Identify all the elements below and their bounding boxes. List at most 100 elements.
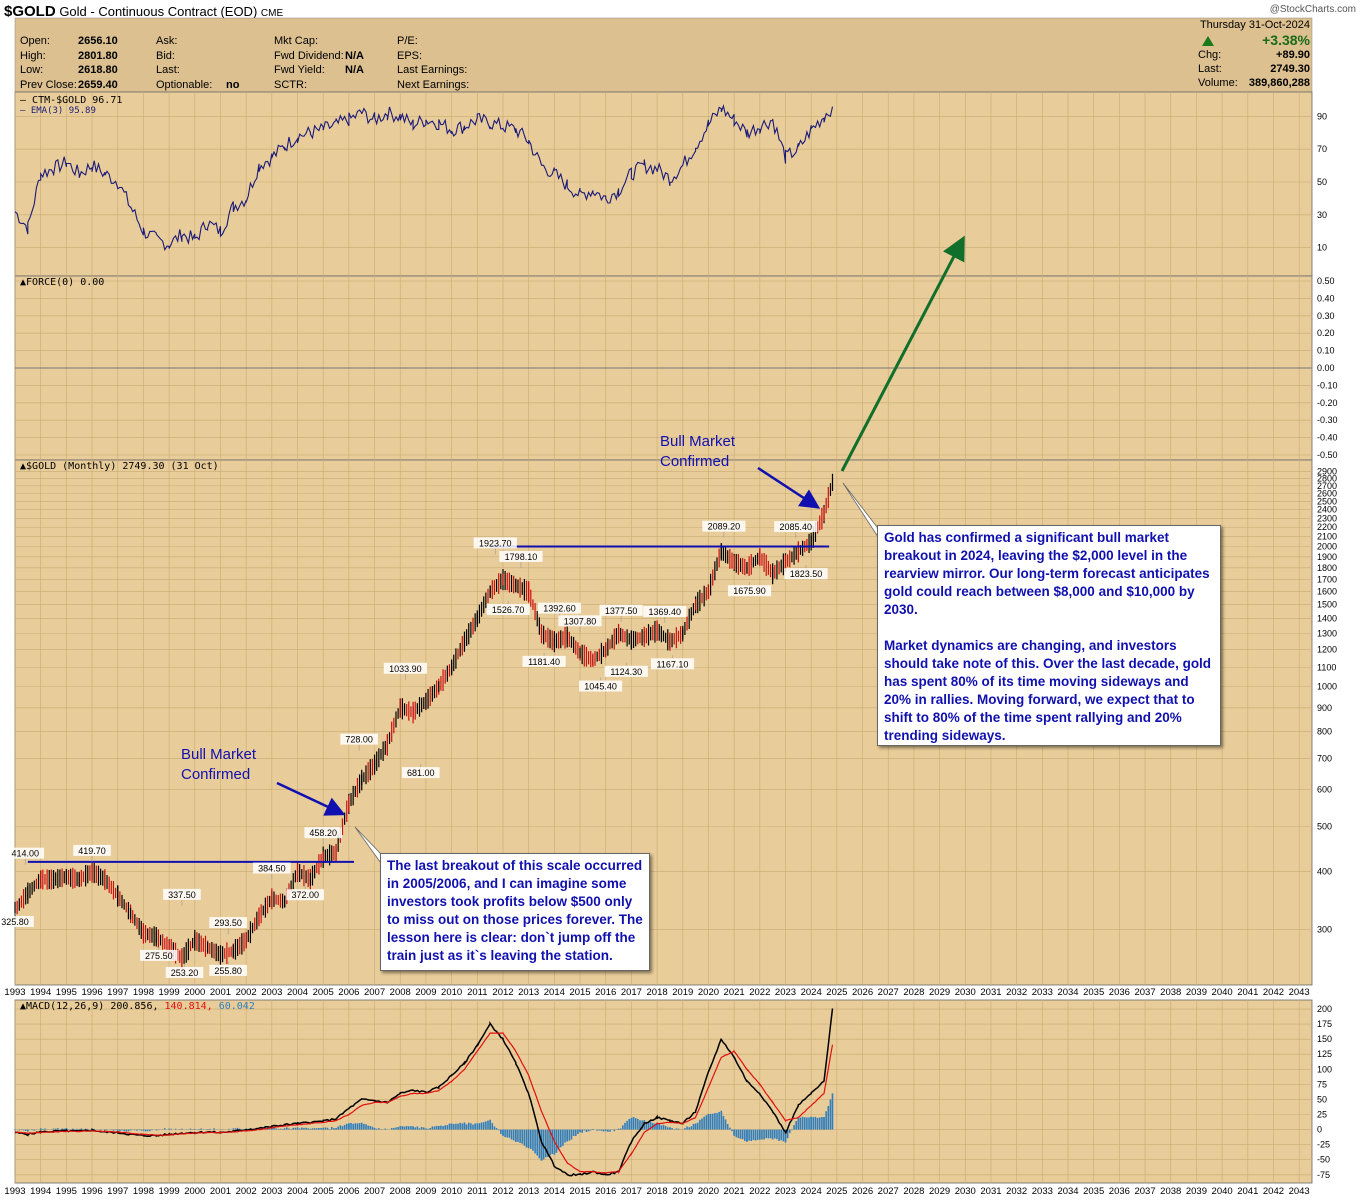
x-tick-label: 2034 <box>1057 987 1078 998</box>
price-label-bg <box>209 964 247 976</box>
price-label: 1823.50 <box>790 569 823 579</box>
x-tick-label: 1994 <box>30 1186 51 1197</box>
price-label-bg <box>163 888 201 900</box>
quote-label: EPS: <box>397 49 423 62</box>
quote-label: Open: <box>20 35 50 47</box>
forecast-callout: Gold has confirmed a significant bull ma… <box>877 525 1221 746</box>
x-tick-label: 2027 <box>878 987 899 998</box>
x-tick-label: 2014 <box>544 1186 565 1197</box>
x-tick-label: 2019 <box>672 1186 693 1197</box>
x-tick-label: 2010 <box>441 987 462 998</box>
ctm-y-tick: 30 <box>1317 210 1327 220</box>
macd-signal-val: 140.814, <box>164 1001 213 1012</box>
price-y-tick: 1700 <box>1317 574 1337 584</box>
price-label: 293.50 <box>214 918 242 928</box>
price-label-bg <box>140 949 178 961</box>
x-tick-label: 2006 <box>338 1186 359 1197</box>
price-y-tick: 1500 <box>1317 600 1337 610</box>
price-label-bg <box>209 917 247 929</box>
ctm-panel-bg <box>14 91 1313 277</box>
x-tick-label: 2007 <box>364 1186 385 1197</box>
x-tick-label: 2000 <box>184 987 205 998</box>
x-tick-label: 2007 <box>364 987 385 998</box>
x-tick-label: 2024 <box>801 1186 822 1197</box>
price-label-bg <box>383 662 427 674</box>
macd-y-tick: -75 <box>1317 1170 1330 1180</box>
x-tick-label: 2010 <box>441 1186 462 1197</box>
x-tick-label: 2037 <box>1134 1186 1155 1197</box>
forecast-text-1: Gold has confirmed a significant bull ma… <box>884 530 1210 617</box>
price-label-bg <box>165 966 204 978</box>
price-label-bg <box>522 655 566 667</box>
quote-value: 2618.80 <box>78 64 118 76</box>
price-y-tick: 2800 <box>1317 474 1337 484</box>
price-y-tick: 2100 <box>1317 532 1337 542</box>
force-y-tick: 0.00 <box>1317 363 1335 373</box>
x-tick-label: 2023 <box>775 1186 796 1197</box>
bull-market-annotation-2024: Bull Market Confirmed <box>660 432 735 472</box>
x-tick-label: 2008 <box>390 1186 411 1197</box>
price-label-bg <box>486 604 530 616</box>
price-y-tick: 1800 <box>1317 563 1337 573</box>
change-pct: +3.38% <box>1262 32 1310 48</box>
x-tick-label: 2024 <box>801 987 822 998</box>
x-tick-label: 2015 <box>569 1186 590 1197</box>
header-panel-bg <box>14 17 1313 93</box>
x-tick-label: 2004 <box>287 1186 308 1197</box>
quote-label: Prev Close: <box>20 78 77 91</box>
x-tick-label: 2039 <box>1186 987 1207 998</box>
price-label: 1167.10 <box>657 659 689 669</box>
price-label-bg <box>702 520 746 532</box>
macd-y-tick: 175 <box>1317 1019 1332 1029</box>
price-label: 414.00 <box>12 849 40 859</box>
quote-label: High: <box>20 49 46 62</box>
price-label-bg <box>73 844 111 856</box>
x-tick-label: 2031 <box>980 987 1001 998</box>
force-y-tick: -0.10 <box>1317 380 1338 390</box>
x-tick-label: 1998 <box>133 987 154 998</box>
x-tick-label: 2038 <box>1160 987 1181 998</box>
price-label-bg <box>604 665 648 677</box>
chg-value: +89.90 <box>1276 49 1310 61</box>
price-y-tick: 1000 <box>1317 682 1337 692</box>
x-tick-label: 2041 <box>1237 987 1258 998</box>
price-y-tick: 2600 <box>1317 489 1337 499</box>
bull2-line2: Confirmed <box>660 453 730 470</box>
price-label: 1798.10 <box>505 552 538 562</box>
quote-label: Next Earnings: <box>397 78 470 91</box>
price-y-tick: 1200 <box>1317 645 1337 655</box>
price-y-tick: 1100 <box>1317 662 1336 672</box>
x-tick-label: 2043 <box>1289 1186 1310 1197</box>
x-tick-label: 1995 <box>56 987 77 998</box>
x-tick-label: 2012 <box>492 987 513 998</box>
x-tick-label: 1995 <box>56 1186 77 1197</box>
price-label-bg <box>286 889 325 901</box>
x-tick-label: 2023 <box>775 987 796 998</box>
x-tick-label: 2031 <box>980 1186 1001 1197</box>
ctm-line <box>14 104 834 252</box>
x-tick-label: 2002 <box>236 987 257 998</box>
forecast-text-2: Market dynamics are changing, and invest… <box>884 638 1212 743</box>
price-label-bg <box>774 521 818 533</box>
x-tick-label: 1999 <box>159 1186 180 1197</box>
macd-y-tick: 0 <box>1317 1125 1322 1135</box>
x-tick-label: 2013 <box>518 1186 539 1197</box>
x-tick-label: 2018 <box>647 1186 668 1197</box>
quote-value: N/A <box>345 64 364 76</box>
price-label: 681.00 <box>407 768 435 778</box>
site-watermark: @StockCharts.com <box>1269 4 1356 15</box>
instrument-name: Gold - Continuous Contract (EOD) <box>59 4 258 19</box>
x-tick-label: 2035 <box>1083 1186 1104 1197</box>
exchange: CME <box>260 8 284 19</box>
price-y-tick: 500 <box>1317 822 1332 832</box>
x-tick-label: 2030 <box>955 987 976 998</box>
x-tick-label: 2020 <box>698 987 719 998</box>
price-y-tick: 300 <box>1317 925 1332 935</box>
price-label: 2089.20 <box>708 522 741 532</box>
bull1-line2: Confirmed <box>181 766 251 783</box>
x-tick-label: 2014 <box>544 987 565 998</box>
price-label: 325.80 <box>1 917 29 927</box>
price-label: 1181.40 <box>528 657 560 667</box>
price-label: ▲$GOLD (Monthly) 2749.30 (31 Oct) <box>20 461 219 472</box>
price-label: 458.20 <box>309 828 337 838</box>
